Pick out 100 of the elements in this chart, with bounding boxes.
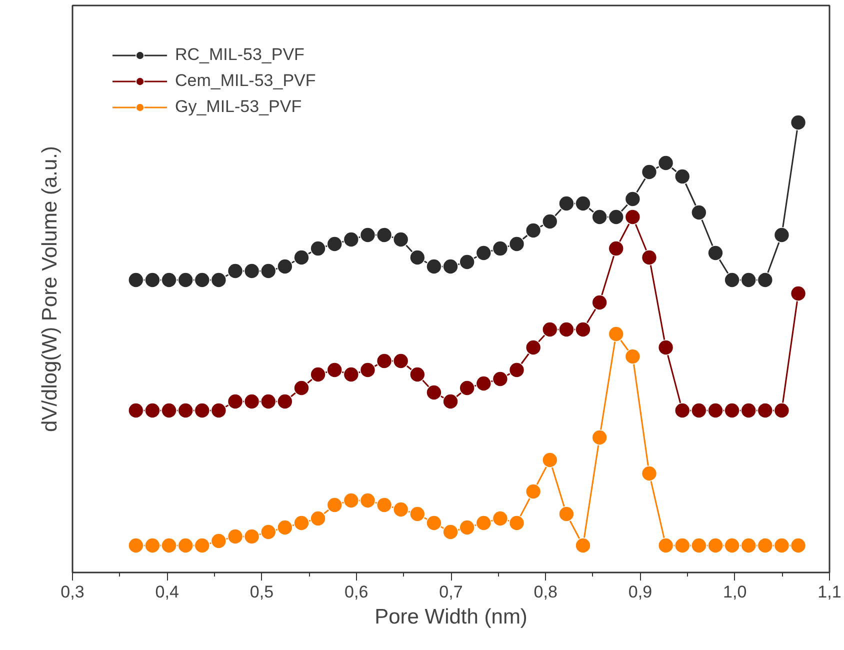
point: [658, 538, 674, 554]
point: [426, 258, 442, 274]
point: [608, 240, 624, 256]
point: [144, 272, 160, 288]
point: [128, 402, 144, 418]
point: [360, 492, 376, 508]
point: [459, 380, 475, 396]
point: [740, 272, 756, 288]
point: [525, 484, 542, 500]
x-tick-label: 0,5: [250, 582, 274, 602]
point: [310, 240, 326, 256]
point: [144, 538, 160, 554]
point: [774, 538, 790, 554]
point: [757, 402, 774, 418]
point: [492, 371, 508, 387]
x-axis-title: Pore Width (nm): [374, 606, 528, 628]
point: [178, 272, 194, 288]
x-tick-label: 0,4: [155, 582, 179, 602]
point: [459, 520, 475, 536]
point: [210, 272, 227, 288]
point: [674, 168, 690, 184]
point: [227, 263, 244, 279]
point: [624, 209, 641, 225]
point: [326, 236, 343, 252]
point: [392, 502, 409, 518]
point: [194, 402, 210, 418]
x-tick-label: 0,8: [534, 582, 558, 602]
point: [310, 510, 326, 526]
point: [575, 322, 591, 338]
point: [757, 272, 774, 288]
point: [575, 196, 591, 212]
x-tick-label: 1,0: [723, 582, 747, 602]
point: [592, 430, 608, 446]
point: [790, 286, 806, 302]
point: [608, 326, 624, 342]
point: [343, 232, 360, 248]
point: [774, 402, 790, 418]
point: [260, 263, 276, 279]
x-tick-label: 0,7: [439, 582, 463, 602]
point: [410, 250, 426, 266]
point: [326, 497, 343, 513]
point: [161, 272, 177, 288]
point: [558, 196, 574, 212]
point: [376, 227, 392, 243]
point: [624, 348, 641, 364]
point: [558, 322, 574, 338]
point: [691, 204, 707, 220]
point: [343, 366, 360, 382]
point: [624, 191, 641, 207]
point: [442, 524, 458, 540]
point: [442, 394, 458, 410]
point: [161, 538, 177, 554]
point: [459, 254, 475, 270]
point: [592, 209, 608, 225]
point: [740, 402, 756, 418]
point: [492, 510, 508, 526]
point: [426, 384, 442, 400]
point: [277, 520, 293, 536]
x-tick-label: 0,9: [628, 582, 652, 602]
x-tick-label: 0,3: [60, 582, 84, 602]
point: [674, 538, 690, 554]
point: [128, 538, 144, 554]
point: [724, 538, 740, 554]
point: [558, 506, 574, 522]
point: [392, 232, 409, 248]
point: [724, 272, 740, 288]
point: [508, 236, 525, 252]
point: [442, 258, 458, 274]
point: [525, 340, 542, 356]
point: [244, 263, 260, 279]
point: [476, 245, 492, 261]
point: [757, 538, 774, 554]
point: [294, 515, 310, 531]
point: [691, 402, 707, 418]
point: [360, 362, 376, 378]
point: [641, 466, 658, 482]
point: [774, 227, 790, 243]
point: [277, 258, 293, 274]
point: [392, 353, 409, 369]
y-axis-title: dV/dlog(W) Pore Volume (a.u.): [38, 146, 62, 432]
point: [740, 538, 756, 554]
legend-label: Cem_MIL-53_PVF: [175, 71, 316, 91]
point: [244, 528, 260, 544]
point: [277, 394, 293, 410]
point: [376, 353, 392, 369]
point: [294, 250, 310, 266]
point: [525, 222, 542, 238]
point: [128, 272, 144, 288]
point: [790, 538, 806, 554]
point: [492, 240, 508, 256]
point: [790, 114, 806, 130]
point: [426, 515, 442, 531]
point: [326, 362, 343, 378]
point: [376, 497, 392, 513]
point: [194, 272, 210, 288]
point: [260, 394, 276, 410]
point: [575, 538, 591, 554]
point: [227, 394, 244, 410]
point: [260, 524, 276, 540]
point: [592, 294, 608, 310]
